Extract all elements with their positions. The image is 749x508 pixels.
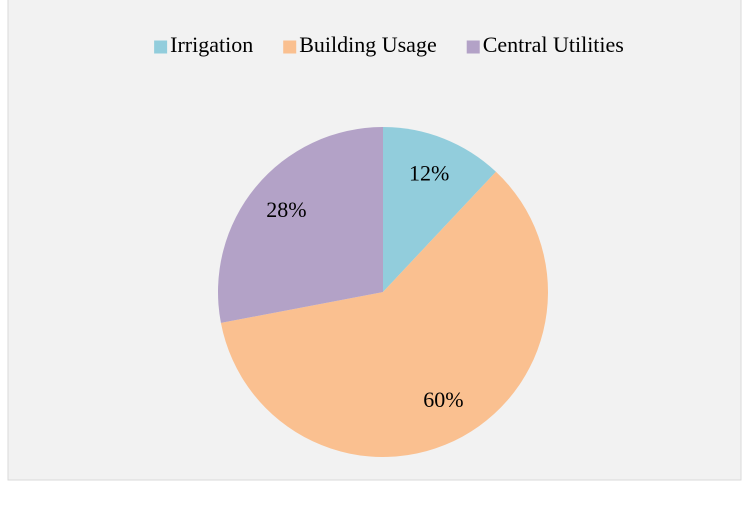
slice-label: 60% bbox=[423, 387, 463, 412]
legend-swatch bbox=[283, 40, 297, 54]
legend-swatch bbox=[154, 40, 168, 54]
slice-label: 12% bbox=[409, 160, 449, 185]
pie-slice bbox=[218, 127, 383, 323]
legend: Irrigation Building Usage Central Utilitie… bbox=[154, 32, 624, 57]
legend-item: Central Utilities bbox=[466, 32, 624, 57]
pie-slice bbox=[220, 171, 548, 458]
pie-slice bbox=[383, 127, 496, 292]
legend-swatch bbox=[466, 40, 480, 54]
slice-label: 28% bbox=[266, 197, 306, 222]
legend-label: Irrigation bbox=[170, 32, 253, 57]
legend-item: Building Usage bbox=[283, 32, 437, 57]
legend-label: Building Usage bbox=[299, 32, 437, 57]
legend-label: Central Utilities bbox=[483, 32, 624, 57]
pie: 12% 60% 28% bbox=[218, 127, 548, 458]
legend-item: Irrigation bbox=[154, 32, 253, 57]
